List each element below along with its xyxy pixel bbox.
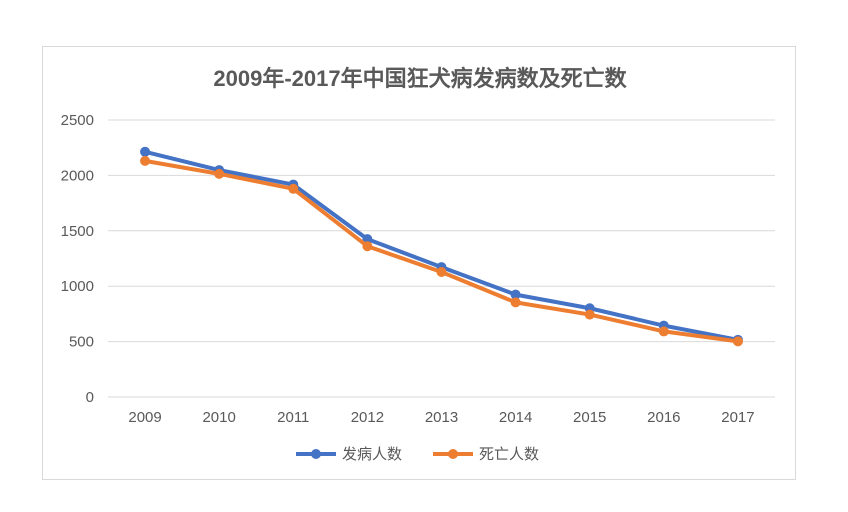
x-tick-label: 2017	[721, 409, 754, 426]
y-axis-ticks: 0 500 1000 1500 2000 2500	[61, 112, 94, 406]
data-point	[288, 183, 299, 194]
y-tick-label: 1500	[61, 223, 94, 240]
legend-item: 发病人数	[296, 446, 402, 463]
x-tick-label: 2010	[202, 409, 235, 426]
data-point	[362, 241, 373, 252]
y-tick-label: 1000	[61, 278, 94, 295]
data-point	[436, 267, 447, 278]
chart-title: 2009年-2017年中国狂犬病发病数及死亡数	[213, 66, 627, 91]
data-point	[140, 146, 151, 157]
series-layer	[140, 146, 743, 347]
y-tick-label: 2500	[61, 112, 94, 129]
y-tick-label: 500	[69, 334, 94, 351]
x-tick-label: 2011	[277, 409, 309, 426]
series-line	[143, 158, 740, 344]
x-tick-label: 2014	[499, 409, 532, 426]
data-point	[362, 234, 373, 245]
x-tick-label: 2015	[573, 409, 606, 426]
legend-swatch-marker	[448, 449, 458, 459]
gridlines	[108, 119, 775, 398]
series-line	[143, 149, 740, 342]
legend-swatch-marker	[311, 449, 321, 459]
series-2	[140, 155, 743, 347]
y-tick-label: 0	[86, 389, 94, 406]
data-point	[140, 155, 151, 166]
data-point	[214, 168, 225, 179]
x-tick-label: 2009	[128, 409, 161, 426]
data-point	[510, 289, 521, 300]
legend-label: 发病人数	[342, 446, 402, 463]
x-tick-label: 2012	[351, 409, 384, 426]
legend-label: 死亡人数	[479, 446, 539, 463]
x-tick-label: 2013	[425, 409, 458, 426]
data-point	[658, 326, 669, 337]
x-tick-label: 2016	[647, 409, 680, 426]
x-axis-ticks: 2009 2010 2011 2012 2013 2014 2015 2016 2017	[128, 409, 754, 426]
legend-item: 死亡人数	[433, 446, 539, 463]
data-point	[584, 309, 595, 320]
y-tick-label: 2000	[61, 167, 94, 184]
data-point	[510, 297, 521, 308]
legend: 发病人数 死亡人数	[296, 446, 539, 463]
data-point	[732, 336, 743, 347]
